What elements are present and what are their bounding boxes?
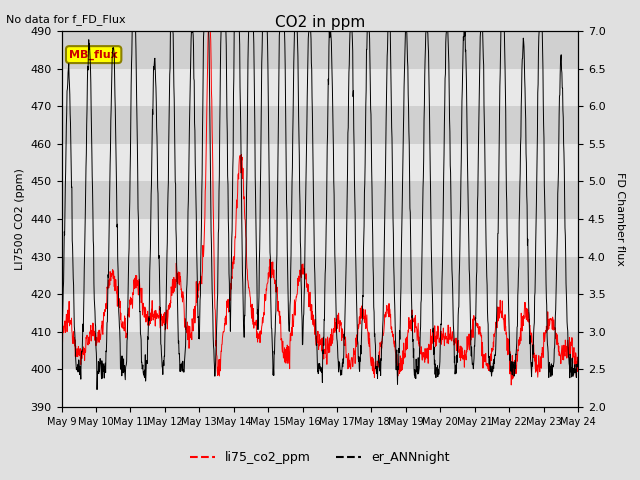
Bar: [61, 181, 578, 219]
Text: No data for f_FD_Flux: No data for f_FD_Flux: [6, 14, 126, 25]
Legend: li75_co2_ppm, er_ANNnight: li75_co2_ppm, er_ANNnight: [186, 446, 454, 469]
Title: CO2 in ppm: CO2 in ppm: [275, 15, 365, 30]
Bar: [61, 69, 578, 106]
Bar: [61, 369, 578, 407]
Y-axis label: FD Chamber flux: FD Chamber flux: [615, 172, 625, 266]
Bar: [61, 257, 578, 294]
Bar: [61, 31, 578, 69]
Bar: [61, 144, 578, 181]
Bar: [61, 106, 578, 144]
Bar: [61, 294, 578, 332]
Y-axis label: LI7500 CO2 (ppm): LI7500 CO2 (ppm): [15, 168, 25, 270]
Text: MB_flux: MB_flux: [69, 49, 118, 60]
Bar: [61, 219, 578, 257]
Bar: [61, 332, 578, 369]
